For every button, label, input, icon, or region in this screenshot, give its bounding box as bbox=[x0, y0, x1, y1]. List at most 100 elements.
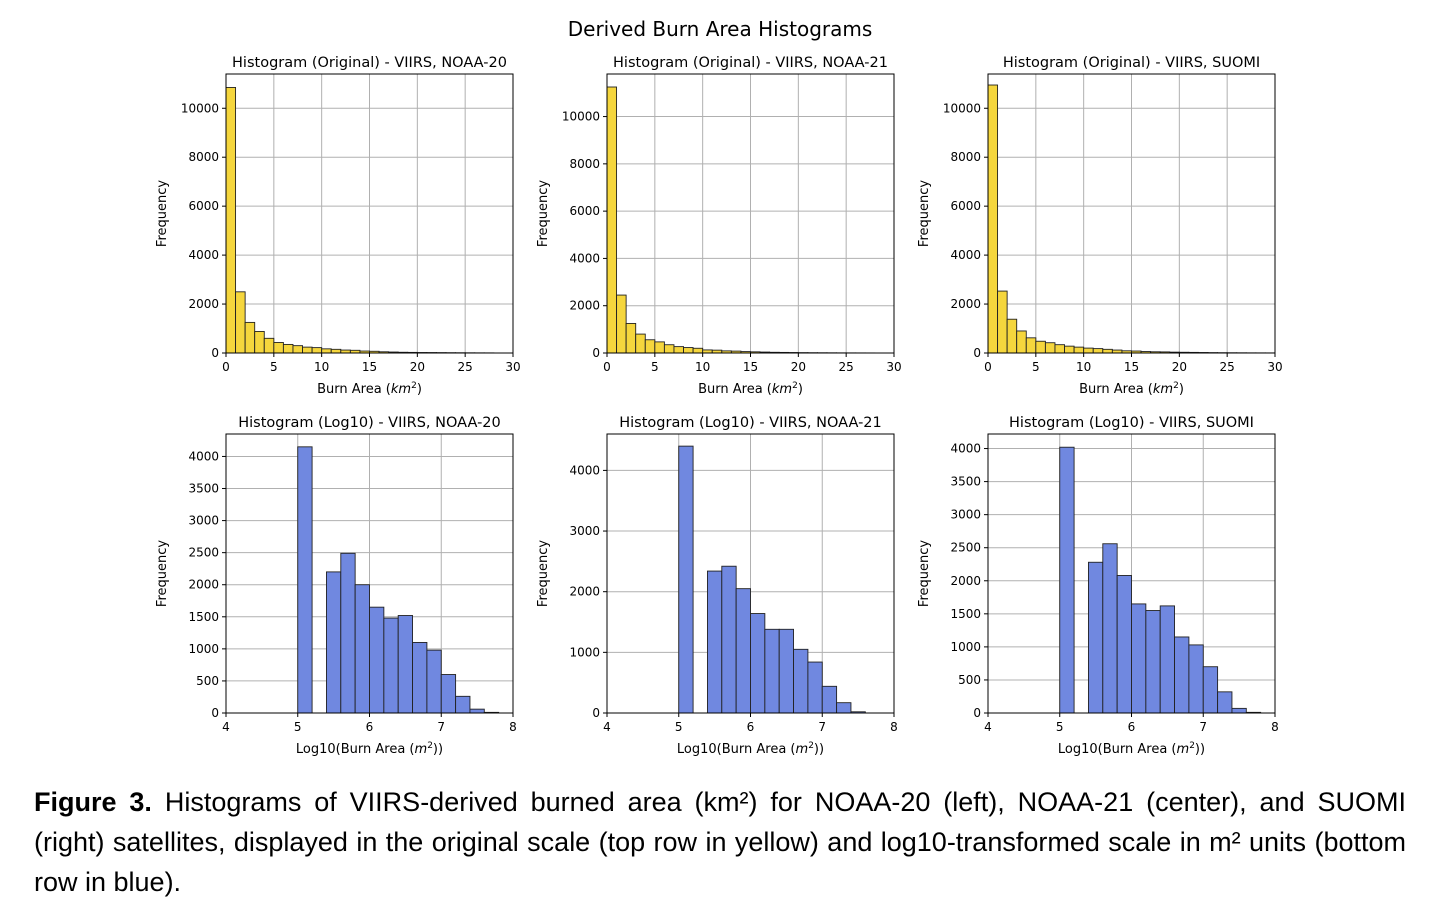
y-tick-label: 1500 bbox=[950, 607, 981, 621]
histogram-bar bbox=[997, 290, 1008, 354]
x-tick-label: 6 bbox=[747, 720, 755, 734]
panel-title: Histogram (Original) - VIIRS, SUOMI bbox=[1003, 55, 1260, 71]
x-tick-label: 5 bbox=[270, 360, 278, 374]
x-tick-label: 10 bbox=[314, 360, 329, 374]
y-tick-label: 8000 bbox=[188, 150, 219, 164]
y-tick-label: 4000 bbox=[569, 251, 600, 265]
y-tick-label: 10000 bbox=[181, 101, 219, 115]
x-tick-label: 0 bbox=[603, 360, 611, 374]
histogram-bar bbox=[735, 588, 751, 714]
x-tick-label: 7 bbox=[818, 720, 826, 734]
panel-title: Histogram (Original) - VIIRS, NOAA-21 bbox=[613, 55, 888, 71]
panel-title: Histogram (Original) - VIIRS, NOAA-20 bbox=[232, 55, 507, 71]
x-tick-label: 0 bbox=[222, 360, 230, 374]
x-tick-label: 15 bbox=[362, 360, 377, 374]
histogram-bar bbox=[1016, 330, 1027, 354]
histogram-bar bbox=[606, 86, 618, 354]
y-tick-label: 500 bbox=[196, 674, 219, 688]
x-tick-label: 15 bbox=[743, 360, 758, 374]
y-tick-label: 8000 bbox=[569, 157, 600, 171]
suptitle: Derived Burn Area Histograms bbox=[568, 17, 873, 41]
histogram-bar bbox=[1159, 605, 1175, 714]
histogram-bar bbox=[282, 343, 294, 354]
histogram-bar bbox=[750, 613, 766, 714]
y-tick-label: 2000 bbox=[569, 585, 600, 599]
y-tick-label: 500 bbox=[958, 673, 981, 687]
y-tick-label: 1500 bbox=[188, 610, 219, 624]
histogram-bar bbox=[235, 291, 246, 354]
histogram-bar bbox=[836, 702, 852, 714]
x-tick-label: 5 bbox=[1032, 360, 1040, 374]
histogram-bar bbox=[793, 648, 809, 714]
y-tick-label: 2500 bbox=[188, 546, 219, 560]
y-axis-label: Frequency bbox=[917, 180, 932, 247]
histogram-bar bbox=[1035, 340, 1046, 354]
histogram-panel-2: 0 5 10 15 20 25 30 0 2000 4000 6000 8000 10000 Histog… bbox=[536, 55, 902, 397]
histogram-bar bbox=[1073, 346, 1085, 354]
y-tick-label: 2000 bbox=[950, 297, 981, 311]
figure: Derived Burn Area Histograms 0 5 10 15 20 25 3… bbox=[155, 17, 1283, 757]
histogram-bar bbox=[326, 571, 342, 714]
y-tick-label: 2000 bbox=[188, 578, 219, 592]
y-tick-label: 4000 bbox=[188, 248, 219, 262]
histogram-bar bbox=[1006, 318, 1018, 354]
x-tick-label: 20 bbox=[1172, 360, 1187, 374]
y-axis-label: Frequency bbox=[917, 540, 932, 607]
x-axis-label: Log10(Burn Area (m2)) bbox=[677, 741, 824, 757]
histogram-bar bbox=[1217, 691, 1233, 714]
x-tick-label: 4 bbox=[603, 720, 611, 734]
x-tick-label: 5 bbox=[675, 720, 683, 734]
y-tick-label: 8000 bbox=[950, 150, 981, 164]
y-tick-label: 3500 bbox=[188, 482, 219, 496]
histogram-bar bbox=[616, 294, 627, 354]
histogram-bar bbox=[673, 346, 684, 354]
y-tick-label: 3000 bbox=[188, 514, 219, 528]
y-tick-label: 4000 bbox=[188, 449, 219, 463]
histogram-bar bbox=[678, 445, 694, 714]
histogram-bar bbox=[692, 347, 704, 354]
x-tick-label: 30 bbox=[1267, 360, 1282, 374]
histogram-bar bbox=[625, 322, 637, 354]
histogram-bar bbox=[397, 615, 414, 714]
y-axis-label: Frequency bbox=[536, 180, 551, 247]
histogram-bar bbox=[1116, 575, 1132, 714]
y-tick-label: 2000 bbox=[188, 297, 219, 311]
y-tick-label: 0 bbox=[211, 706, 219, 720]
y-tick-label: 6000 bbox=[188, 199, 219, 213]
histogram-bar bbox=[1092, 348, 1104, 354]
histogram-bar bbox=[1064, 345, 1075, 354]
histogram-bar bbox=[412, 641, 428, 714]
histogram-panel-5: 4 5 6 7 8 0 1000 2000 3000 4000 Histogram (Log10) … bbox=[536, 415, 898, 757]
histogram-bar bbox=[254, 331, 265, 354]
x-tick-label: 4 bbox=[222, 720, 230, 734]
histogram-bar bbox=[1174, 636, 1190, 714]
histogram-bar bbox=[297, 446, 313, 714]
y-tick-label: 1000 bbox=[569, 645, 600, 659]
histogram-bar bbox=[1083, 347, 1094, 354]
histogram-bar bbox=[635, 333, 646, 354]
histogram-bar bbox=[1145, 610, 1161, 714]
x-tick-label: 15 bbox=[1124, 360, 1139, 374]
x-tick-label: 30 bbox=[886, 360, 901, 374]
histogram-bar bbox=[369, 606, 385, 714]
histogram-bar bbox=[663, 344, 675, 354]
histogram-bar bbox=[987, 84, 999, 354]
histogram-bar bbox=[292, 345, 303, 354]
x-axis-label: Log10(Burn Area (m2)) bbox=[296, 741, 443, 757]
y-tick-label: 4000 bbox=[950, 442, 981, 456]
x-tick-label: 7 bbox=[1199, 720, 1207, 734]
x-tick-label: 20 bbox=[791, 360, 806, 374]
x-axis-label: Burn Area (km2) bbox=[317, 381, 422, 397]
caption-label: Figure 3. bbox=[34, 787, 152, 817]
histogram-panel-1: 0 5 10 15 20 25 30 0 2000 4000 6000 8000 10000 Histog… bbox=[155, 55, 521, 397]
y-tick-label: 2000 bbox=[950, 574, 981, 588]
histogram-bar bbox=[321, 348, 332, 354]
histogram-bar bbox=[426, 649, 442, 714]
x-axis-label: Burn Area (km2) bbox=[698, 381, 803, 397]
y-axis-label: Frequency bbox=[536, 540, 551, 607]
histogram-bar bbox=[469, 708, 485, 714]
histogram-bar bbox=[302, 346, 313, 354]
y-axis-label: Frequency bbox=[155, 540, 170, 607]
y-tick-label: 3000 bbox=[950, 508, 981, 522]
x-tick-label: 25 bbox=[839, 360, 854, 374]
